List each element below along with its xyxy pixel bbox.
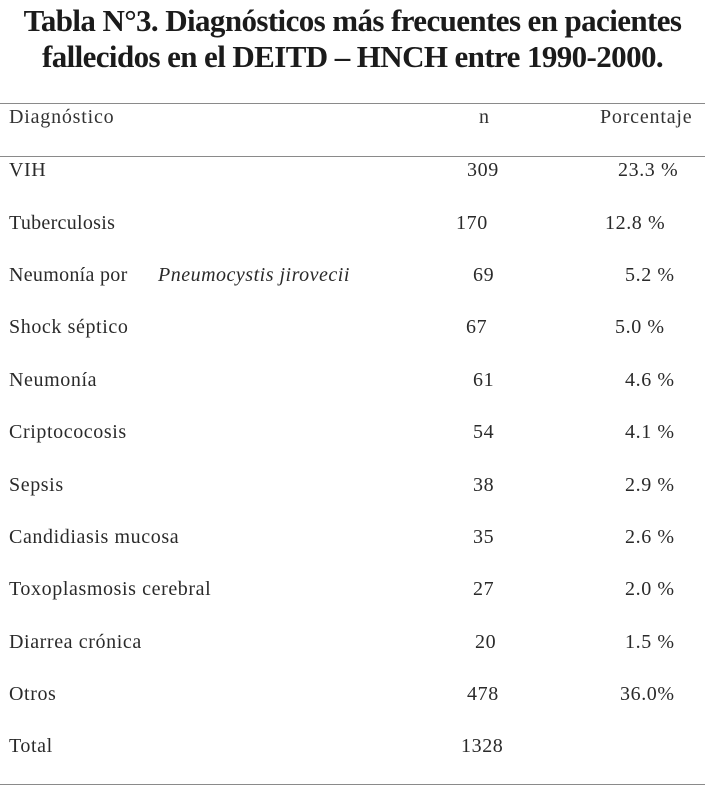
row-porcentaje: 1.5 % [625,631,675,653]
row-diagnostico: Toxoplasmosis cerebral [9,578,212,600]
row-porcentaje: 2.9 % [625,474,675,496]
row-diagnostico: Tuberculosis [9,212,116,234]
row-porcentaje: 36.0% [620,683,675,705]
row-diagnostico: Neumonía por [9,264,128,286]
row-diagnostico: Neumonía [9,369,98,391]
row-n: 67 [466,316,488,338]
row-n: 20 [475,631,497,653]
row-n: 69 [473,264,495,286]
row-diagnostico: Total [9,735,53,757]
header-diagnostico: Diagnóstico [9,106,115,128]
row-n: 35 [473,526,495,548]
table-bottom-rule [0,784,705,785]
table-top-rule [0,103,705,104]
row-porcentaje: 2.6 % [625,526,675,548]
row-diagnostico: VIH [9,159,47,181]
row-diagnostico: Criptococosis [9,421,127,443]
row-diagnostico: Candidiasis mucosa [9,526,180,548]
row-diagnostico-italic: Pneumocystis jirovecii [158,264,350,286]
table-header-rule [0,156,705,157]
row-diagnostico: Sepsis [9,474,64,496]
row-porcentaje: 5.2 % [625,264,675,286]
row-n: 38 [473,474,495,496]
row-porcentaje: 2.0 % [625,578,675,600]
row-porcentaje: 23.3 % [618,159,679,181]
row-diagnostico: Shock séptico [9,316,129,338]
row-n: 478 [467,683,499,705]
row-n: 309 [467,159,499,181]
row-n: 1328 [461,735,504,757]
row-n: 54 [473,421,495,443]
row-n: 170 [456,212,488,234]
title-line-1: Tabla N°3. Diagnósticos más frecuentes e… [23,3,682,38]
row-n: 61 [473,369,495,391]
row-porcentaje: 4.6 % [625,369,675,391]
row-porcentaje: 12.8 % [605,212,666,234]
title-line-2: fallecidos en el DEITD – HNCH entre 1990… [41,39,664,74]
row-diagnostico: Otros [9,683,57,705]
header-porcentaje: Porcentaje [600,106,693,128]
row-n: 27 [473,578,495,600]
row-porcentaje: 4.1 % [625,421,675,443]
row-porcentaje: 5.0 % [615,316,665,338]
row-diagnostico: Diarrea crónica [9,631,142,653]
header-n: n [479,106,490,128]
